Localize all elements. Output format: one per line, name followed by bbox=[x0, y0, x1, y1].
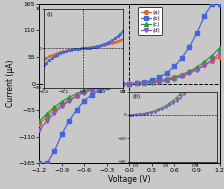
Y-axis label: Current (μA): Current (μA) bbox=[6, 60, 15, 107]
Text: (i): (i) bbox=[47, 12, 53, 17]
Text: (ii): (ii) bbox=[132, 94, 141, 99]
X-axis label: Voltage (V): Voltage (V) bbox=[108, 175, 151, 184]
Legend: (a), (b), (c), (d): (a), (b), (c), (d) bbox=[138, 7, 162, 35]
